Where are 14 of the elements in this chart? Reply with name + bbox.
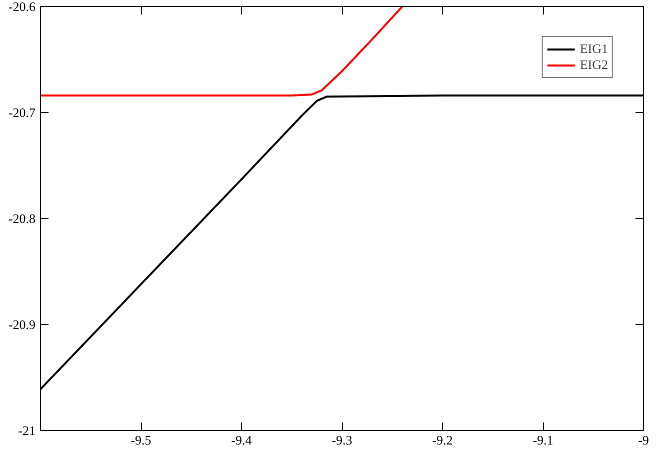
x-tick-label: -9.4: [231, 432, 252, 448]
x-tick-label: -9.2: [432, 432, 453, 448]
x-tick-label: -9.1: [532, 432, 554, 448]
y-tick-label: -21: [18, 423, 36, 438]
y-tick-label: -20.8: [8, 211, 36, 226]
legend-label: EIG1: [580, 41, 608, 57]
x-tick-label: -9.3: [332, 432, 352, 448]
x-tick-label: -9: [638, 432, 649, 448]
y-tick-label: -20.7: [8, 105, 36, 120]
x-tick-label: -9.5: [130, 432, 152, 448]
line-series: [40, 6, 404, 97]
y-tick-label: -20.6: [8, 0, 36, 14]
legend-label: EIG2: [580, 57, 608, 73]
y-tick-label: -20.9: [8, 317, 36, 332]
